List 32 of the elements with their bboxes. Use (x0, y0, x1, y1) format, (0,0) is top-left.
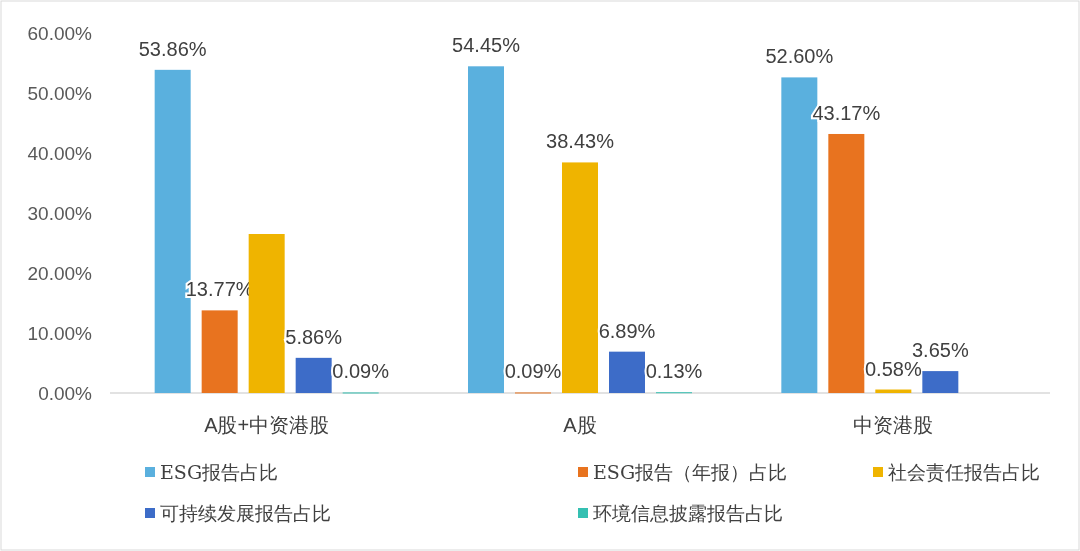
y-tick-label: 0.00% (38, 383, 93, 404)
bar (828, 133, 865, 393)
bar (468, 66, 504, 393)
data-label: 52.60% (765, 45, 834, 68)
bar (201, 310, 238, 393)
y-tick-label: 30.00% (27, 203, 93, 224)
data-label: 6.89% (598, 319, 656, 342)
legend-label: 可持续发展报告占比 (160, 502, 331, 524)
bar (248, 234, 285, 393)
y-tick-label: 20.00% (27, 263, 93, 284)
data-label: 53.86% (138, 37, 207, 60)
y-tick-label: 60.00% (27, 23, 93, 44)
legend-label: ESG报告（年报）占比 (593, 461, 788, 483)
y-tick-label: 50.00% (27, 83, 93, 104)
data-label: 0.09% (332, 360, 390, 383)
data-label: 0.13% (645, 360, 703, 383)
y-tick-label: 40.00% (27, 143, 93, 164)
legend-label: 社会责任报告占比 (888, 461, 1040, 483)
y-tick-label: 10.00% (27, 323, 93, 344)
data-label: 38.43% (546, 130, 615, 153)
bar (922, 371, 959, 393)
x-tick-label: 中资港股 (853, 414, 934, 436)
bar (295, 357, 332, 393)
legend-label: ESG报告占比 (160, 461, 279, 483)
data-label: 54.45% (452, 34, 521, 57)
data-label: 0.09% (504, 360, 562, 383)
bar (562, 162, 598, 393)
data-label: 5.86% (285, 325, 343, 348)
x-tick-label: A股+中资港股 (204, 414, 330, 436)
legend-label: 环境信息披露报告占比 (593, 502, 783, 524)
bar (609, 351, 645, 393)
x-tick-label: A股 (563, 414, 597, 436)
